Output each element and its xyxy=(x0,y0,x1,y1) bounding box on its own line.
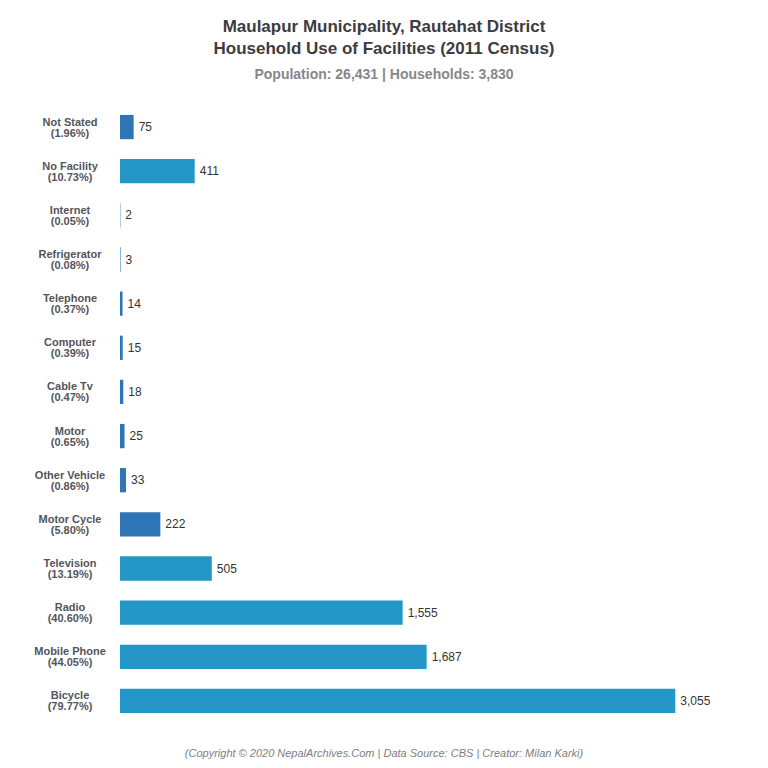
svg-text:Mobile Phone: Mobile Phone xyxy=(34,645,106,658)
svg-text:Refrigerator: Refrigerator xyxy=(38,248,102,260)
svg-text:Internet: Internet xyxy=(49,203,91,216)
svg-text:1,555: 1,555 xyxy=(408,606,438,620)
svg-text:(1.96%): (1.96%) xyxy=(51,127,90,139)
svg-text:75: 75 xyxy=(139,120,153,134)
svg-text:Television: Television xyxy=(43,557,97,569)
svg-text:14: 14 xyxy=(128,297,142,311)
svg-text:(0.86%): (0.86%) xyxy=(51,480,90,492)
svg-text:25: 25 xyxy=(130,429,144,443)
svg-text:(0.05%): (0.05%) xyxy=(51,215,90,227)
svg-text:(44.05%): (44.05%) xyxy=(48,656,93,668)
svg-text:Household Use of Facilities (2: Household Use of Facilities (2011 Census… xyxy=(213,39,554,58)
svg-text:(79.77%): (79.77%) xyxy=(48,700,93,712)
svg-text:33: 33 xyxy=(131,473,145,487)
svg-text:18: 18 xyxy=(128,385,142,399)
svg-text:(0.47%): (0.47%) xyxy=(51,391,90,403)
svg-text:1,687: 1,687 xyxy=(432,650,462,664)
svg-text:(5.80%): (5.80%) xyxy=(51,524,90,536)
svg-text:Motor: Motor xyxy=(54,424,86,437)
svg-text:(13.19%): (13.19%) xyxy=(48,568,93,580)
svg-text:3: 3 xyxy=(126,253,133,267)
svg-text:2: 2 xyxy=(125,208,132,222)
svg-text:No Facility: No Facility xyxy=(42,159,98,172)
svg-text:Population: 26,431 | Household: Population: 26,431 | Households: 3,830 xyxy=(254,66,513,82)
svg-text:222: 222 xyxy=(165,517,185,531)
svg-text:505: 505 xyxy=(217,562,237,576)
svg-text:3,055: 3,055 xyxy=(680,694,710,708)
svg-text:15: 15 xyxy=(128,341,142,355)
svg-text:(0.39%): (0.39%) xyxy=(51,347,90,359)
svg-text:Motor Cycle: Motor Cycle xyxy=(38,512,102,525)
svg-text:Other Vehicle: Other Vehicle xyxy=(34,468,106,481)
svg-text:(0.37%): (0.37%) xyxy=(51,303,90,315)
svg-text:Telephone: Telephone xyxy=(42,292,98,305)
svg-text:(0.08%): (0.08%) xyxy=(51,259,90,271)
svg-text:Bicycle: Bicycle xyxy=(50,689,90,702)
svg-text:Cable Tv: Cable Tv xyxy=(47,380,93,393)
svg-text:(0.65%): (0.65%) xyxy=(51,436,90,448)
svg-text:Computer: Computer xyxy=(44,336,96,349)
svg-text:411: 411 xyxy=(200,164,219,178)
svg-text:Radio: Radio xyxy=(54,601,86,614)
svg-text:(Copyright © 2020 NepalArchive: (Copyright © 2020 NepalArchives.Com | Da… xyxy=(185,747,584,759)
svg-text:Maulapur Municipality, Rautaha: Maulapur Municipality, Rautahat District xyxy=(223,17,546,36)
svg-text:(10.73%): (10.73%) xyxy=(48,171,93,183)
svg-text:(40.60%): (40.60%) xyxy=(48,612,93,624)
svg-text:Not Stated: Not Stated xyxy=(42,115,98,128)
